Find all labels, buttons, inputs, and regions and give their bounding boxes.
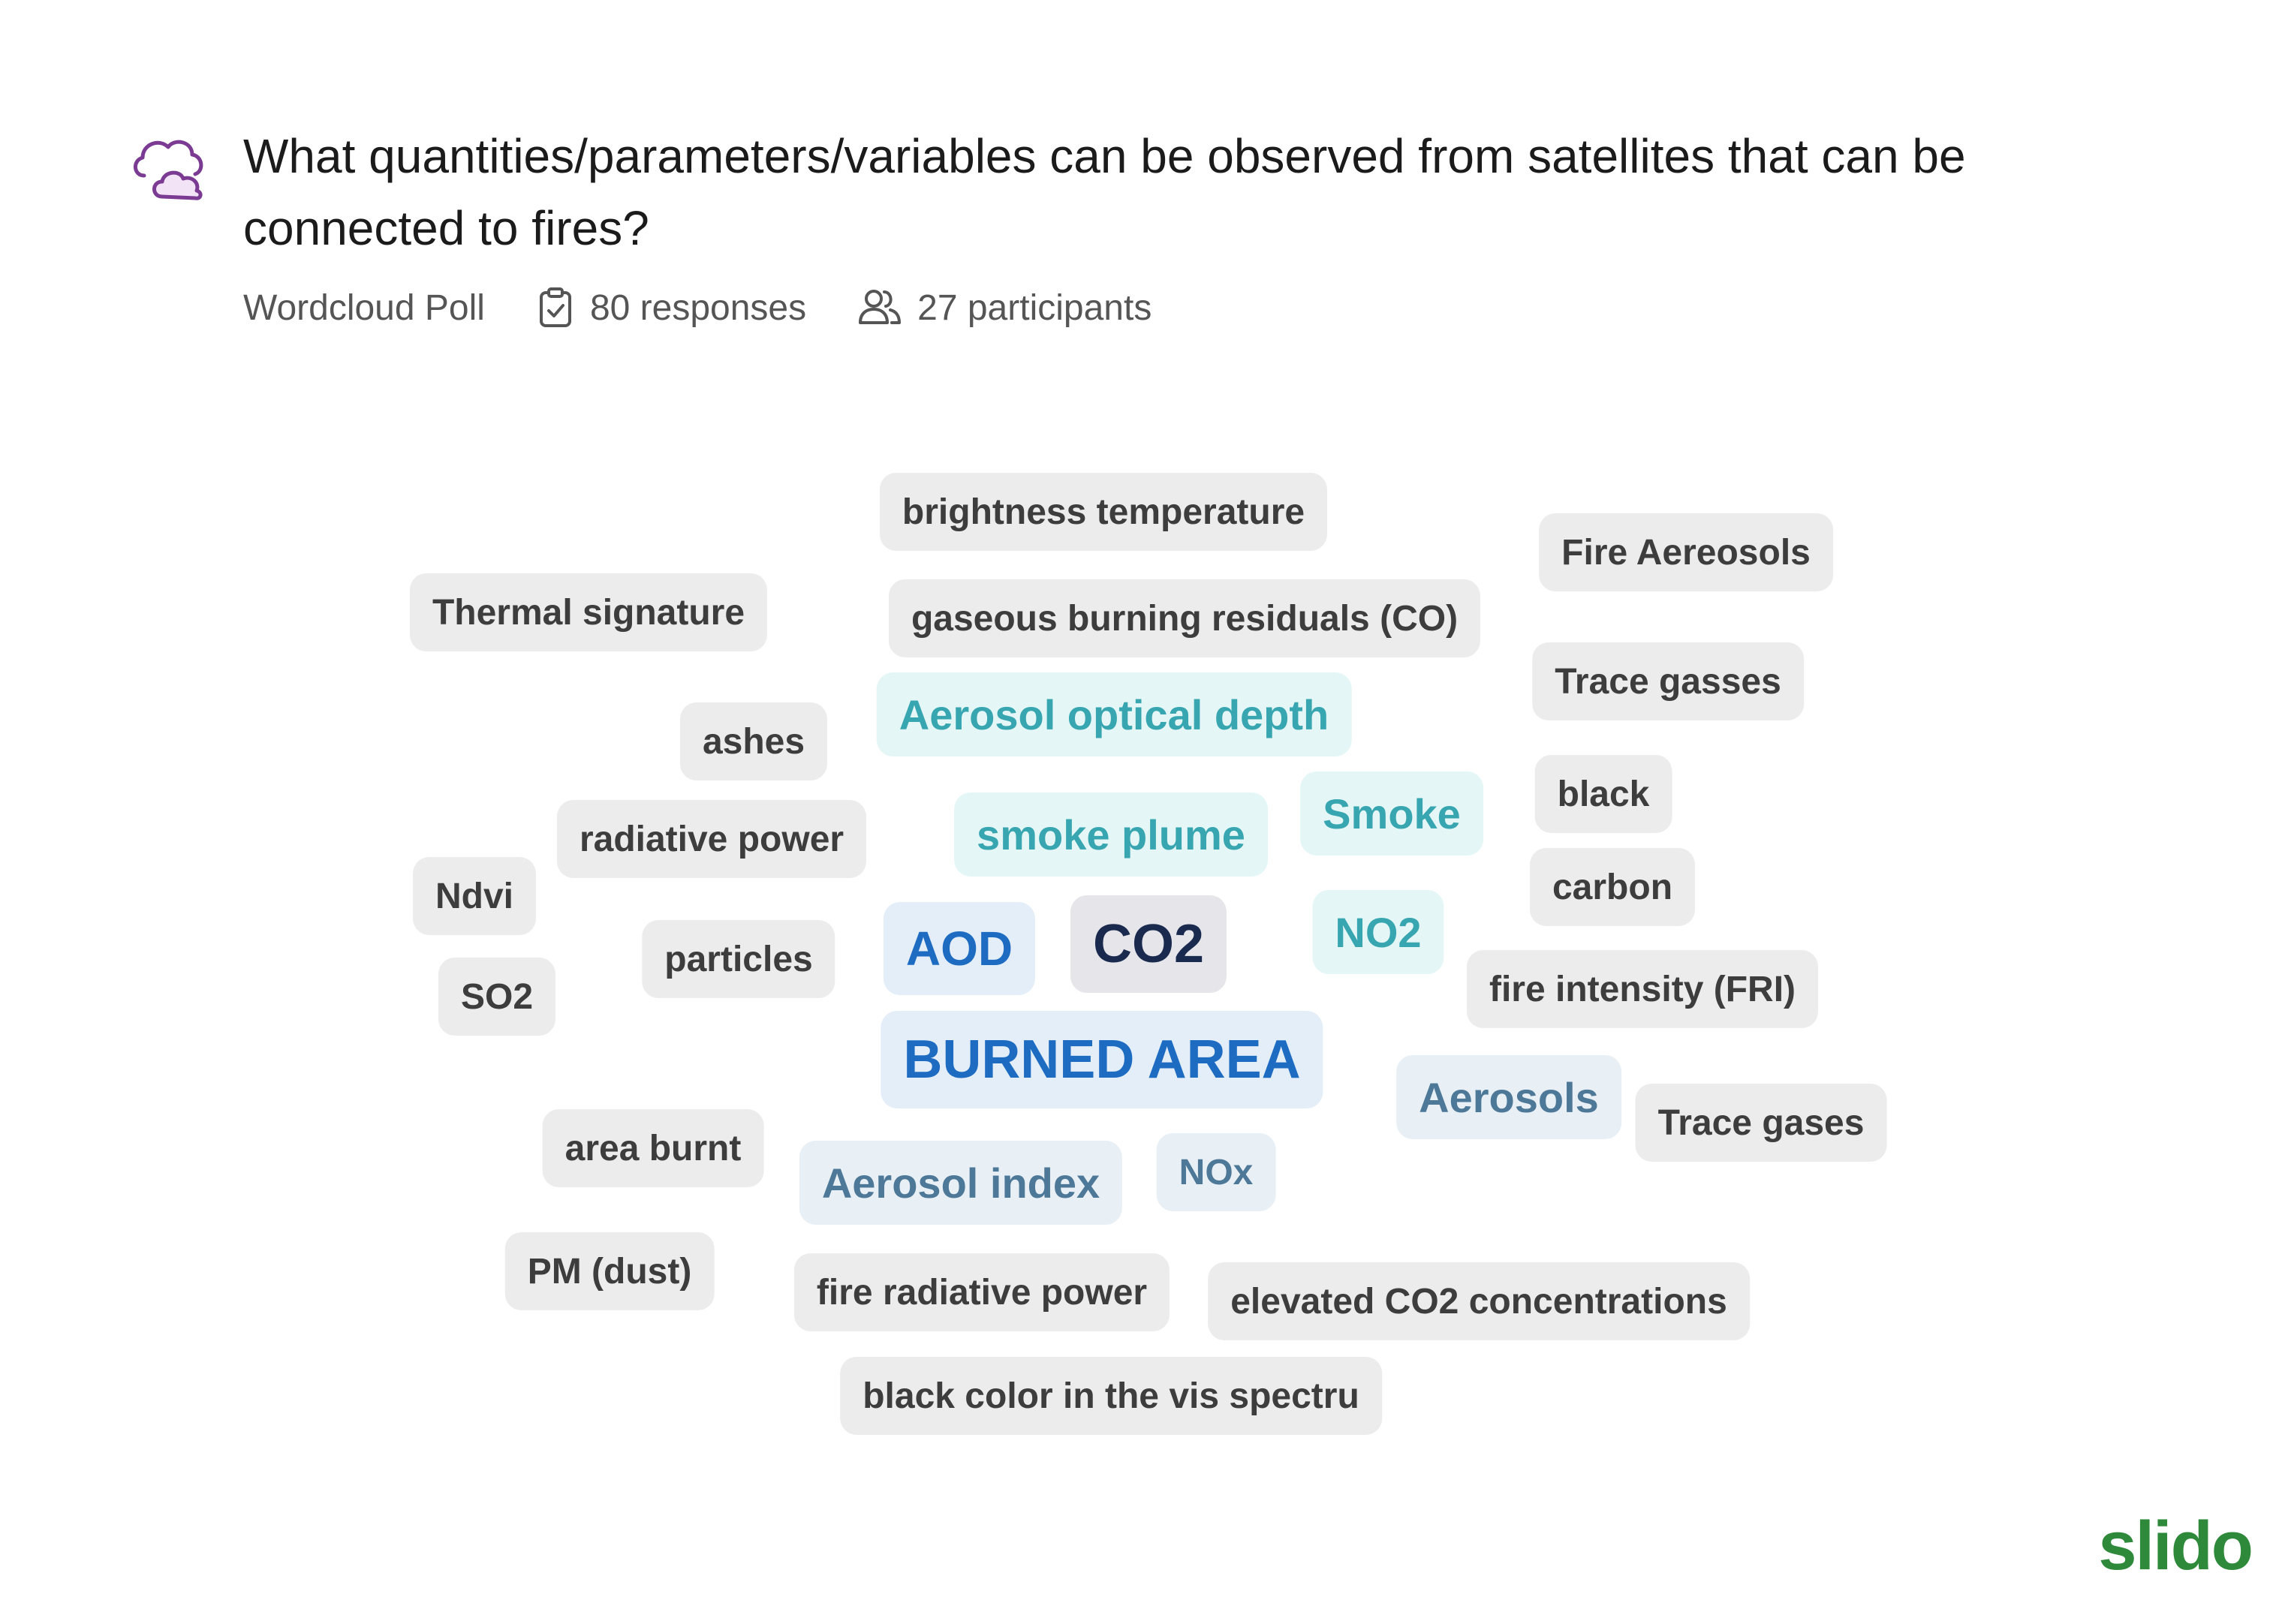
wordcloud-word: gaseous burning residuals (CO) <box>888 579 1481 657</box>
wordcloud-word: NO2 <box>1312 890 1444 974</box>
users-icon <box>859 290 902 324</box>
responses-count: 80 responses <box>537 287 806 329</box>
wordcloud-word: Trace gases <box>1635 1084 1887 1162</box>
wordcloud-word: elevated CO2 concentrations <box>1208 1262 1750 1340</box>
wordcloud-word: carbon <box>1529 848 1696 926</box>
wordcloud-word: Aerosols <box>1396 1055 1621 1139</box>
wordcloud-word: black <box>1534 755 1672 833</box>
participants-count: 27 participants <box>859 287 1152 329</box>
wordcloud-word: smoke plume <box>954 792 1268 877</box>
cloud-icon <box>128 132 212 204</box>
wordcloud-word: NOx <box>1156 1133 1276 1211</box>
wordcloud-word: brightness temperature <box>879 473 1328 551</box>
wordcloud-word: Smoke <box>1300 771 1483 856</box>
wordcloud-word: AOD <box>883 902 1036 995</box>
wordcloud-word: Thermal signature <box>409 573 768 651</box>
wordcloud-word: fire intensity (FRI) <box>1466 950 1819 1028</box>
wordcloud-word: Aerosol index <box>799 1141 1123 1225</box>
clipboard-check-icon <box>539 287 571 327</box>
wordcloud-word: ashes <box>679 702 828 780</box>
responses-label: 80 responses <box>589 287 807 328</box>
wordcloud-word: Trace gasses <box>1532 642 1804 720</box>
question-meta: Wordcloud Poll 80 responses 27 participa… <box>243 281 1204 335</box>
wordcloud-word: radiative power <box>556 800 867 878</box>
wordcloud-word: BURNED AREA <box>881 1011 1323 1108</box>
wordcloud-word: PM (dust) <box>504 1232 715 1310</box>
wordcloud-word: Fire Aereosols <box>1539 513 1833 591</box>
poll-type-label: Wordcloud Poll <box>243 287 485 328</box>
wordcloud-word: SO2 <box>438 958 556 1036</box>
question-title: What quantities/parameters/variables can… <box>243 129 1966 255</box>
wordcloud-word: CO2 <box>1070 895 1227 993</box>
participants-label: 27 participants <box>917 287 1152 328</box>
poll-type: Wordcloud Poll <box>243 287 485 329</box>
wordcloud-word: Ndvi <box>412 857 537 935</box>
slido-logo: slido <box>2098 1508 2253 1584</box>
wordcloud-word: black color in the vis spectru <box>840 1357 1382 1435</box>
wordcloud-word: Aerosol optical depth <box>876 672 1352 756</box>
wordcloud-word: area burnt <box>542 1109 764 1187</box>
wordcloud-word: particles <box>642 920 835 998</box>
wordcloud-word: fire radiative power <box>793 1253 1170 1331</box>
